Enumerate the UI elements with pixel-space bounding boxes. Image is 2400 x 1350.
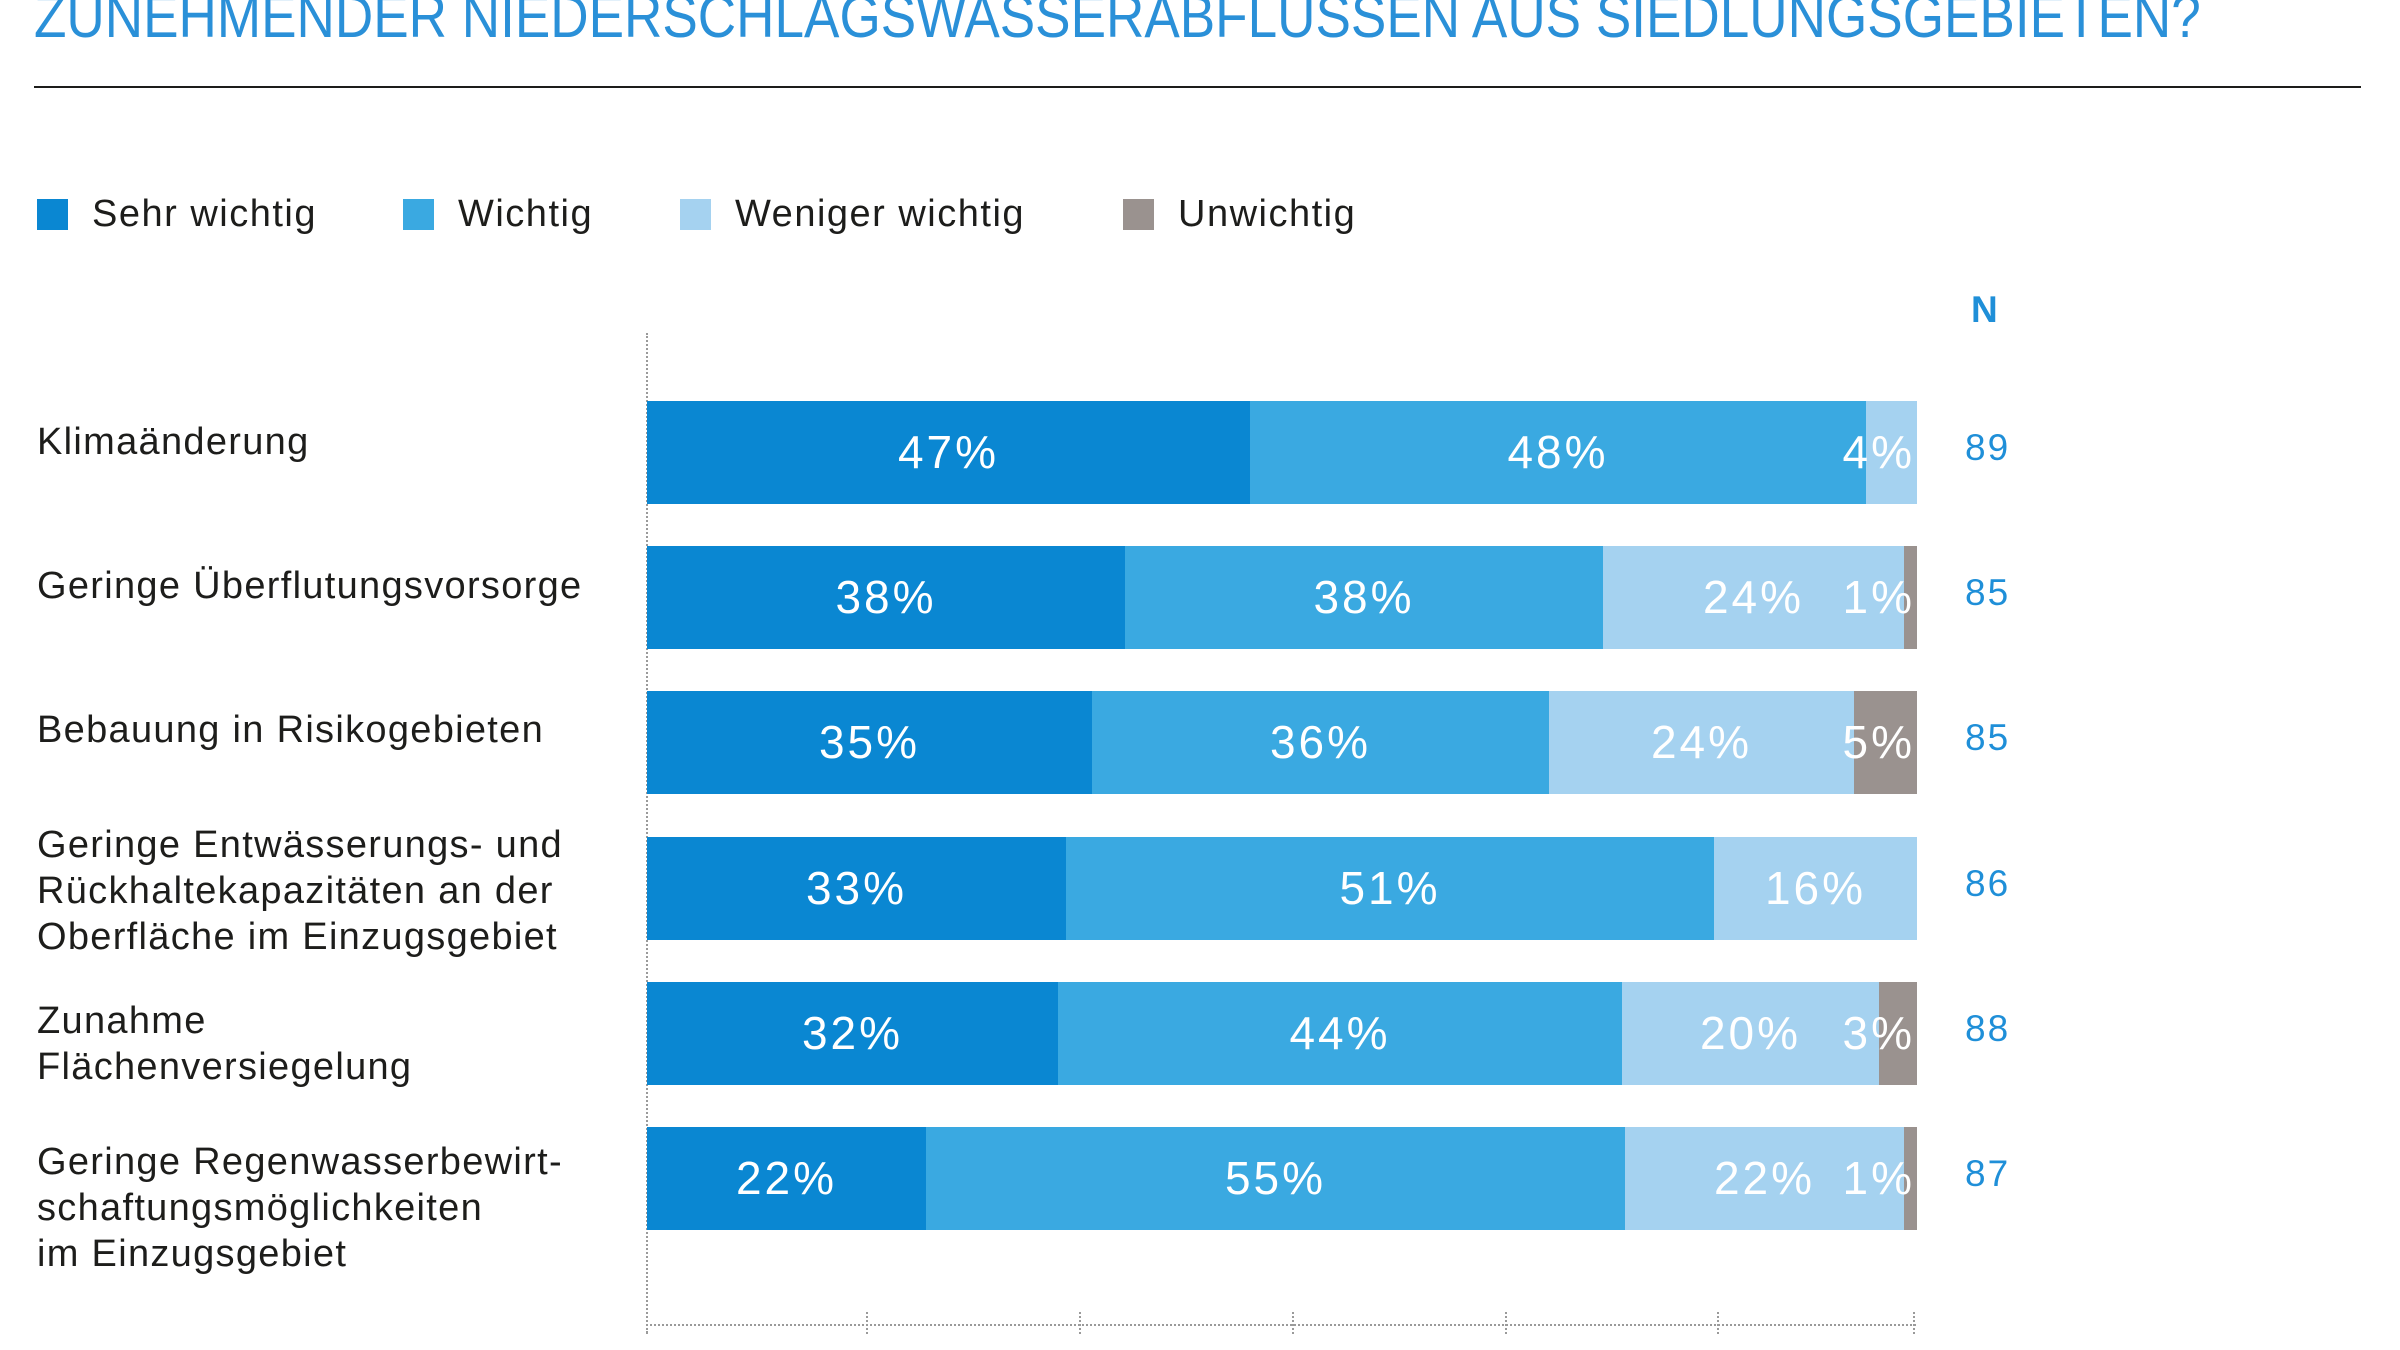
- bar-row: 33% 51% 16%: [647, 837, 1917, 940]
- category-label: Geringe Überflutungsvorsorge: [37, 565, 583, 607]
- legend-label: Wichtig: [458, 193, 594, 235]
- bar-segment-weniger-wichtig: [1603, 546, 1904, 649]
- data-label: 38%: [1313, 571, 1415, 623]
- legend-swatch: [1123, 198, 1154, 230]
- bar-segment-weniger-wichtig: [1622, 982, 1879, 1085]
- bar-segment-wichtig: [1125, 546, 1603, 649]
- n-value: 89: [1965, 426, 2011, 468]
- legend-swatch: [37, 198, 68, 230]
- category-label: Geringe Entwässerungs- und Rückhaltekapa…: [37, 824, 563, 958]
- data-label: 1%: [1842, 571, 1915, 623]
- bar-segment-sehr-wichtig: [647, 401, 1250, 504]
- x-axis-tick: [1079, 1312, 1081, 1334]
- x-axis-line: [646, 1324, 1916, 1326]
- bar-segment-unwichtig: [1879, 982, 1917, 1085]
- x-axis-tick: [1913, 1312, 1915, 1334]
- data-label: 1%: [1842, 1152, 1915, 1204]
- data-label: 48%: [1507, 426, 1609, 478]
- y-axis-line: [646, 333, 648, 1333]
- legend-swatch: [680, 198, 711, 230]
- bar-row: 35% 36% 24% 5%: [647, 691, 1917, 794]
- bar-segment-weniger-wichtig: [1549, 691, 1854, 794]
- data-label: 16%: [1764, 862, 1867, 914]
- bar-segment-sehr-wichtig: [647, 546, 1125, 649]
- data-label: 47%: [897, 426, 1000, 478]
- bar-segment-wichtig: [1058, 982, 1622, 1085]
- data-label: 44%: [1289, 1007, 1391, 1059]
- bar-segment-unwichtig: [1904, 546, 1917, 649]
- n-value: 86: [1965, 862, 2011, 904]
- chart-title: ZUNEHMENDER NIEDERSCHLAGSWASSERABFLÜSSEN…: [34, 0, 2201, 50]
- data-label: 24%: [1702, 571, 1805, 623]
- n-value: 85: [1965, 716, 2011, 758]
- bar-row: 32% 44% 20% 3%: [647, 982, 1917, 1085]
- x-axis-tick: [1717, 1312, 1719, 1334]
- bar-segment-sehr-wichtig: [647, 982, 1058, 1085]
- bar-segment-wichtig: [1250, 401, 1866, 504]
- n-value: 85: [1965, 571, 2011, 613]
- x-axis-tick: [866, 1312, 868, 1334]
- data-label: 51%: [1339, 862, 1441, 914]
- x-axis-tick: [646, 1312, 648, 1334]
- bar-row: 47% 48% 4%: [647, 401, 1917, 504]
- category-label: Geringe Regenwasserbewirt- schaftungsmög…: [37, 1141, 563, 1275]
- data-label: 3%: [1842, 1007, 1915, 1059]
- data-label: 36%: [1269, 716, 1372, 768]
- bar-segment-weniger-wichtig: [1866, 401, 1917, 504]
- bar-segment-wichtig: [1066, 837, 1714, 940]
- data-label: 35%: [818, 716, 921, 768]
- x-axis-tick: [1505, 1312, 1507, 1334]
- data-label: 32%: [801, 1007, 904, 1059]
- bar-segment-wichtig: [926, 1127, 1625, 1230]
- data-label: 22%: [735, 1152, 838, 1204]
- data-label: 22%: [1713, 1152, 1816, 1204]
- category-label: Zunahme Flächenversiegelung: [37, 1000, 413, 1088]
- n-value: 87: [1965, 1152, 2011, 1194]
- data-label: 38%: [835, 571, 937, 623]
- category-label: Bebauung in Risikogebieten: [37, 709, 545, 751]
- legend-item-weniger-wichtig: Weniger wichtig: [680, 192, 1025, 236]
- data-label: 55%: [1224, 1152, 1327, 1204]
- legend-item-unwichtig: Unwichtig: [1123, 192, 1356, 236]
- data-label: 33%: [805, 862, 908, 914]
- legend-swatch: [403, 198, 434, 230]
- bar-segment-sehr-wichtig: [647, 691, 1092, 794]
- bar-segment-sehr-wichtig: [647, 1127, 926, 1230]
- legend-item-wichtig: Wichtig: [403, 192, 593, 236]
- bar-segment-sehr-wichtig: [647, 837, 1066, 940]
- data-label: 4%: [1842, 426, 1915, 478]
- n-column-header: N: [1971, 289, 1998, 330]
- category-label: Klimaänderung: [37, 421, 310, 463]
- bar-row: 38% 38% 24% 1%: [647, 546, 1917, 649]
- legend-label: Sehr wichtig: [92, 193, 317, 235]
- legend-label: Weniger wichtig: [735, 193, 1026, 235]
- x-axis-tick: [1292, 1312, 1294, 1334]
- data-label: 20%: [1699, 1007, 1802, 1059]
- legend-label: Unwichtig: [1178, 193, 1357, 235]
- bar-segment-weniger-wichtig: [1714, 837, 1917, 940]
- data-label: 24%: [1650, 716, 1753, 768]
- bar-segment-unwichtig: [1904, 1127, 1917, 1230]
- bar-row: 22% 55% 22% 1%: [647, 1127, 1917, 1230]
- bar-segment-weniger-wichtig: [1625, 1127, 1904, 1230]
- bar-segment-wichtig: [1092, 691, 1549, 794]
- legend-item-sehr-wichtig: Sehr wichtig: [37, 192, 317, 236]
- bar-segment-unwichtig: [1854, 691, 1917, 794]
- n-value: 88: [1965, 1007, 2011, 1049]
- data-label: 5%: [1842, 716, 1915, 768]
- title-rule: [34, 86, 2361, 88]
